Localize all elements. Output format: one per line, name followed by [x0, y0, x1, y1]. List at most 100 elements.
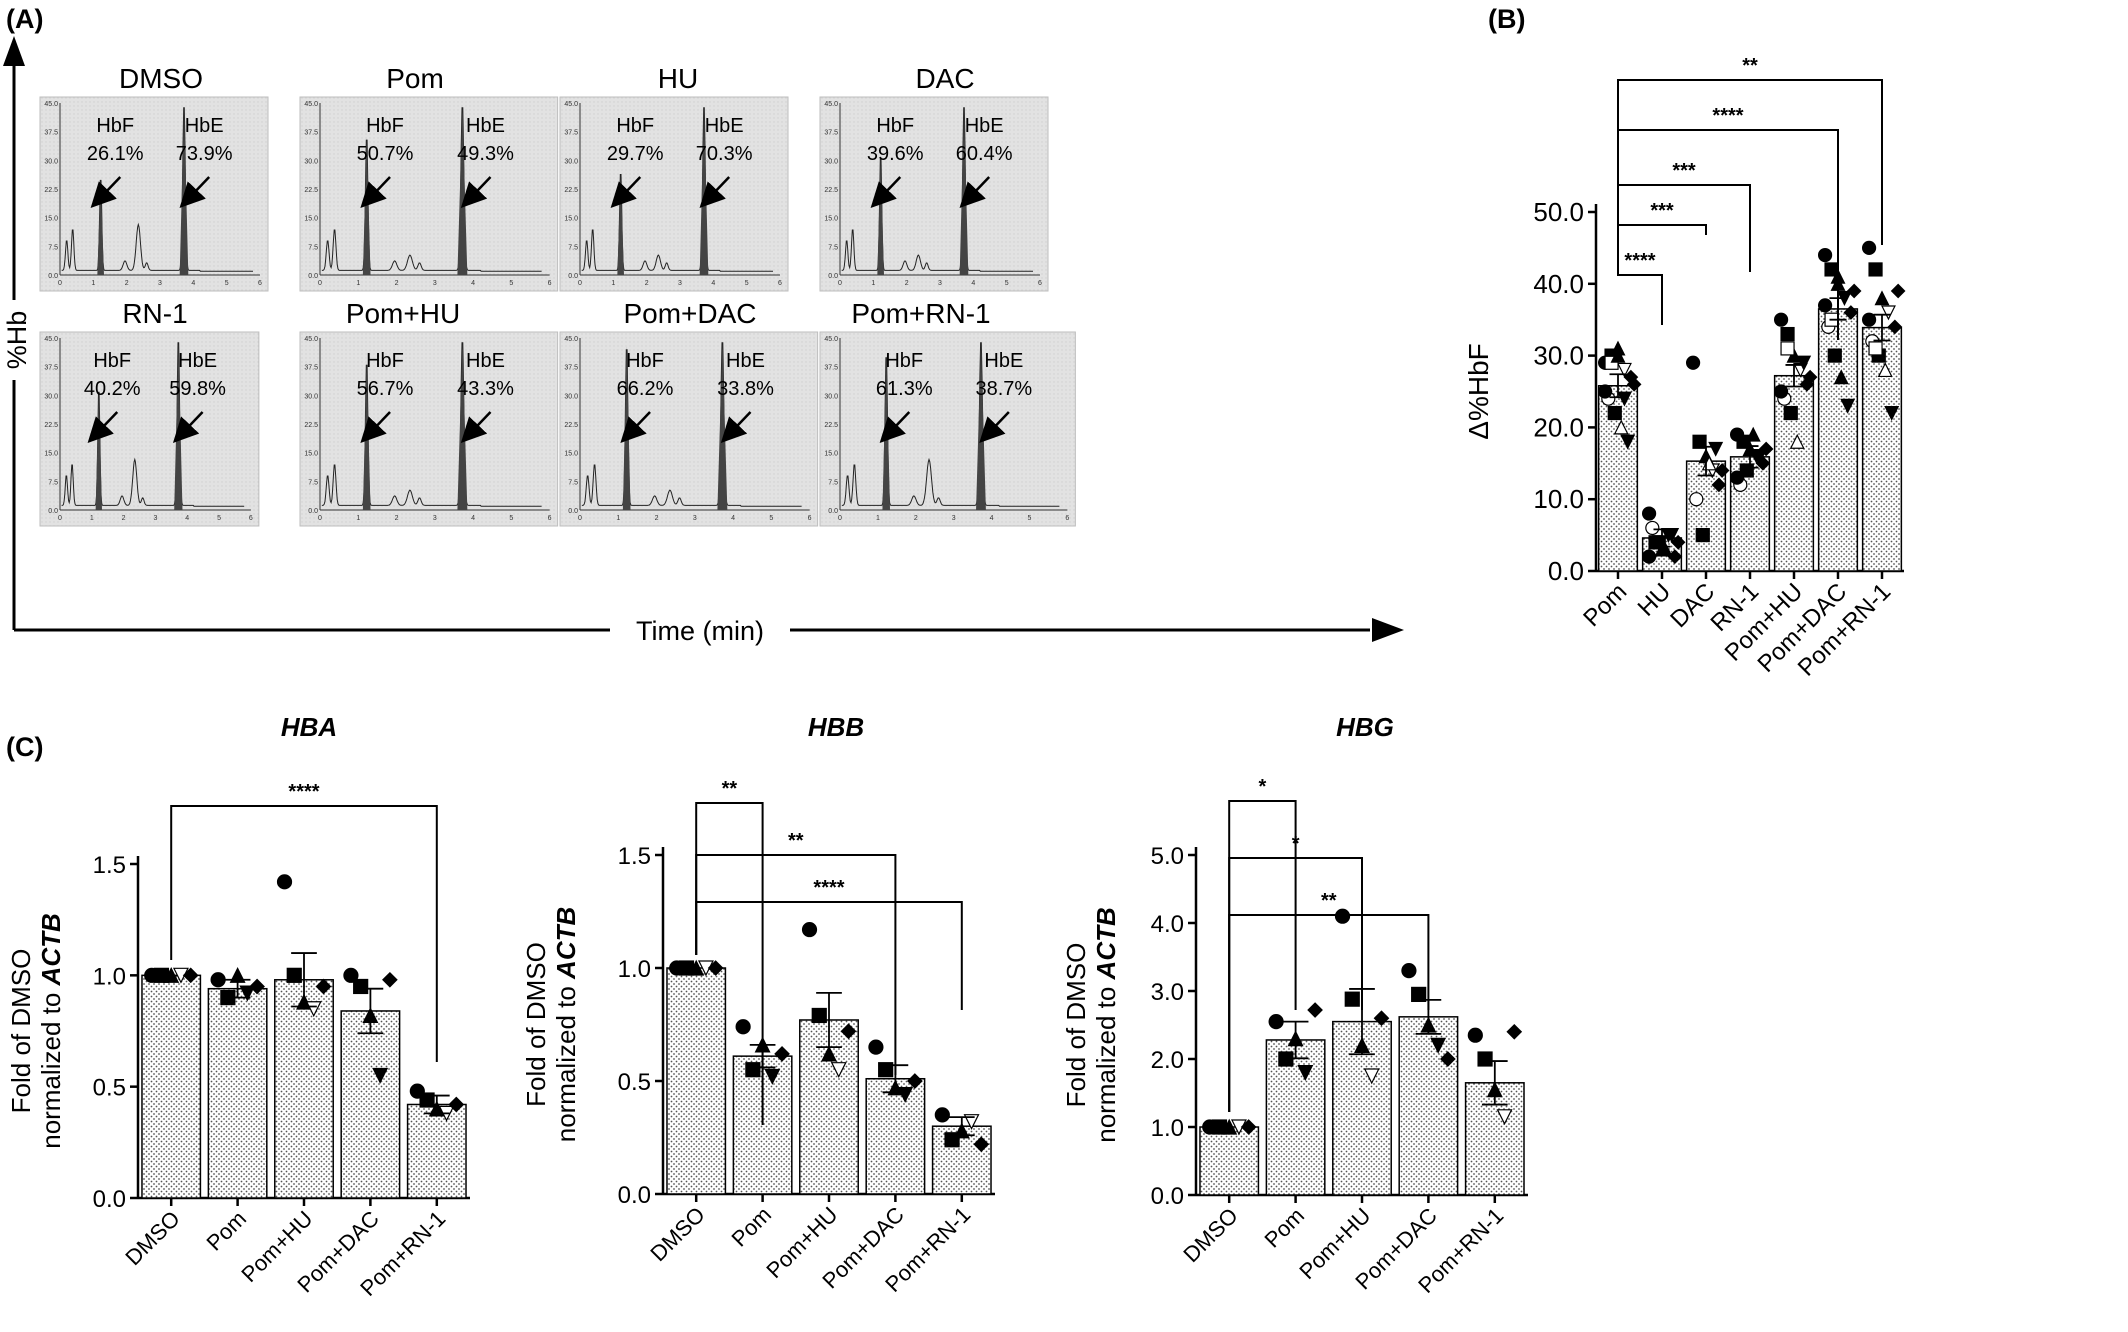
data-point — [353, 978, 369, 995]
data-point — [1817, 298, 1833, 313]
bar-Pom+DAC — [1398, 1016, 1459, 1196]
chromatogram-y-tick: 45.0 — [44, 336, 58, 343]
data-point — [1689, 492, 1704, 507]
panel-c-hbb-chart: HBB 0.0 0.5 1.0 1.5 Fold of DMSO normalized to… — [521, 712, 995, 1297]
y-axis-label-part: Fold of DMSO — [521, 942, 551, 1107]
chromatogram-4: DAC 45.0 37.5 30.0 22.5 15.0 7.5 0.00 1 2 3 4 5 6 HbF 3… — [819, 63, 1049, 292]
significance-label: * — [1292, 833, 1300, 855]
data-point — [1692, 434, 1707, 449]
data-point — [1695, 527, 1710, 543]
chromatogram-y-tick: 0.0 — [828, 273, 838, 280]
data-point — [1789, 433, 1805, 449]
data-point — [1868, 341, 1883, 356]
hbe-arrow — [959, 176, 991, 209]
chromatogram-x-tick: 1 — [91, 280, 95, 287]
significance-label: ** — [1321, 890, 1337, 912]
y-axis-label-part: ACTB — [36, 913, 66, 986]
significance-bracket — [1617, 129, 1839, 340]
data-point — [1620, 434, 1636, 450]
data-point — [1887, 319, 1903, 335]
hbe-percent: 49.3% — [457, 143, 514, 165]
chromatogram-title: Pom+HU — [346, 298, 460, 329]
data-point — [286, 967, 302, 983]
data-point — [735, 1019, 751, 1035]
data-point — [1780, 326, 1795, 342]
chromatogram-y-tick: 22.5 — [824, 187, 838, 194]
data-point — [419, 1092, 435, 1108]
hbe-percent: 73.9% — [176, 143, 233, 165]
data-point — [1597, 384, 1613, 399]
chromatogram-3: HU 45.0 37.5 30.0 22.5 15.0 7.5 0.00 1 2 3 4 5 6 HbF 29… — [559, 63, 789, 292]
data-point — [745, 1062, 761, 1078]
y-tick-label: 0.5 — [618, 1069, 651, 1096]
data-point — [1610, 347, 1626, 363]
chromatogram-trace — [581, 342, 802, 507]
data-point — [1843, 305, 1859, 320]
chromatogram-y-tick: 15.0 — [564, 451, 578, 458]
x-tick-label: Pom — [1259, 1203, 1309, 1253]
panel-a-axes: Time (min) %Hb — [0, 36, 1404, 650]
chromatogram-x-tick: 4 — [990, 515, 994, 522]
chromatogram-x-tick: 4 — [185, 515, 189, 522]
chromatogram-x-tick: 5 — [225, 280, 229, 287]
chromatogram-x-tick: 3 — [693, 515, 697, 522]
data-point — [1874, 290, 1890, 306]
chromatogram-y-tick: 37.5 — [824, 365, 838, 372]
data-point — [372, 1067, 389, 1084]
chromatogram-y-tick: 37.5 — [564, 130, 578, 137]
panel-label-c: (C) — [6, 732, 43, 762]
chromatogram-y-tick: 22.5 — [44, 187, 58, 194]
hbe-percent: 60.4% — [956, 143, 1013, 165]
chromatogram-2: Pom 45.0 37.5 30.0 22.5 15.0 7.5 0.00 1 2 3 4 5 6 HbF 5… — [299, 63, 559, 292]
chromatogram-y-tick: 15.0 — [44, 216, 58, 223]
bar-Pom+HU — [1773, 374, 1815, 572]
data-point — [1868, 262, 1883, 277]
bar-DMSO — [141, 974, 202, 1199]
chart-title: HBG — [1336, 712, 1394, 742]
chromatogram-x-tick: 6 — [808, 515, 812, 522]
data-point — [1344, 991, 1360, 1007]
chromatogram-y-tick: 37.5 — [304, 365, 318, 372]
chromatogram-x-tick: 3 — [938, 280, 942, 287]
chromatogram-x-tick: 1 — [616, 515, 620, 522]
y-tick-label: 0.0 — [1151, 1183, 1184, 1210]
chromatogram-x-tick: 6 — [548, 515, 552, 522]
data-point — [448, 1096, 465, 1113]
chromatogram-x-tick: 2 — [655, 515, 659, 522]
x-tick-label: Pom — [1578, 578, 1632, 632]
panel-a-x-axis-label: Time (min) — [636, 616, 764, 646]
hbe-arrow — [179, 176, 211, 209]
chromatogram-x-tick: 6 — [1038, 280, 1042, 287]
chromatogram-trace — [321, 107, 542, 272]
chromatogram-y-tick: 30.0 — [44, 393, 58, 400]
bar-DMSO — [1199, 1126, 1260, 1196]
panel-label-a: (A) — [6, 4, 43, 34]
hbe-arrow — [720, 411, 752, 444]
hbf-arrow — [360, 411, 391, 444]
chromatogram-y-tick: 37.5 — [44, 365, 58, 372]
panel-c-hba-chart: HBA 0.0 0.5 1.0 1.5 Fold of DMSO normalized to… — [6, 712, 470, 1301]
data-point — [1373, 1010, 1390, 1027]
chromatogram-y-tick: 15.0 — [824, 216, 838, 223]
chromatogram-y-tick: 7.5 — [828, 244, 838, 251]
hbf-arrow — [90, 176, 122, 209]
hbe-label: HbE — [185, 115, 224, 137]
data-point — [1496, 1109, 1513, 1126]
data-point — [1240, 1119, 1257, 1135]
hbf-percent: 56.7% — [357, 378, 414, 400]
hbf-percent: 40.2% — [84, 378, 141, 400]
chromatogram-trace — [581, 107, 773, 272]
chromatogram-x-tick: 1 — [356, 280, 360, 287]
data-point — [1884, 405, 1900, 421]
data-point — [163, 966, 180, 983]
hbe-percent: 38.7% — [975, 378, 1032, 400]
chromatogram-y-tick: 45.0 — [304, 101, 318, 108]
data-point — [1307, 1002, 1323, 1018]
y-axis-label-part: normalized to — [1091, 979, 1121, 1142]
chromatogram-y-tick: 30.0 — [564, 158, 578, 165]
y-tick-label: 50.0 — [1533, 197, 1584, 227]
chromatogram-x-tick: 4 — [471, 515, 475, 522]
chromatogram-x-tick: 1 — [871, 280, 875, 287]
data-point — [1802, 369, 1818, 385]
chromatogram-x-tick: 4 — [731, 515, 735, 522]
